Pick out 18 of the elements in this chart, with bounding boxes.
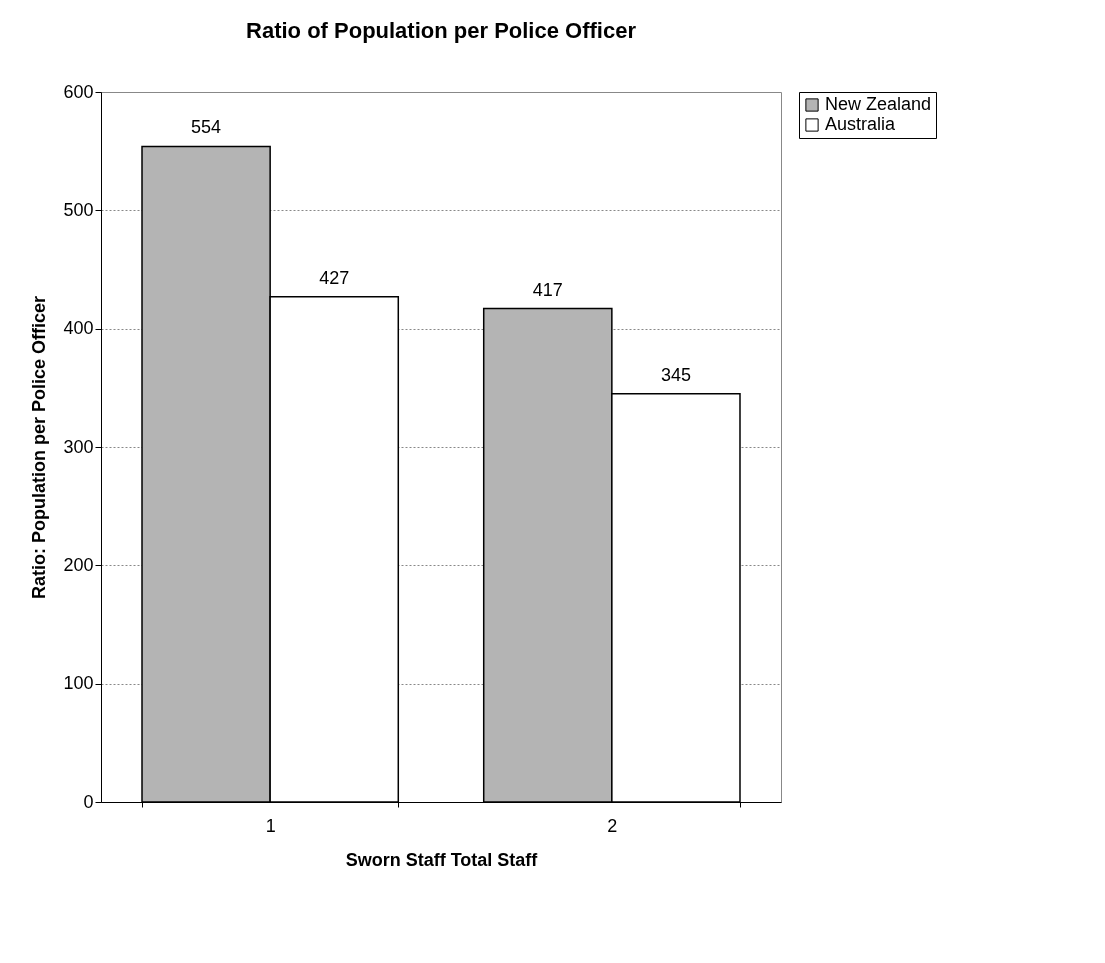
x-axis-title: Sworn Staff Total Staff [345,849,539,870]
y-tick-label: 400 [63,318,94,339]
x-tick-label: 1 [265,815,276,836]
chart-title: Ratio of Population per Police Officer [246,18,637,43]
legend-label: Australia [825,114,897,134]
y-tick-label: 600 [63,81,94,102]
y-tick-label: 200 [63,554,94,575]
legend-label: New Zealand [825,94,932,114]
y-tick-label: 0 [83,791,94,812]
y-tick-label: 500 [63,199,94,220]
data-label: 417 [532,279,563,300]
y-axis-title: Ratio: Population per Police Officer [29,295,50,600]
data-label: 554 [191,117,222,138]
x-tick-label: 2 [607,815,618,836]
y-tick-label: 100 [63,673,94,694]
data-label: 345 [660,364,691,385]
y-tick-label: 300 [63,436,94,457]
data-label: 427 [319,267,350,288]
